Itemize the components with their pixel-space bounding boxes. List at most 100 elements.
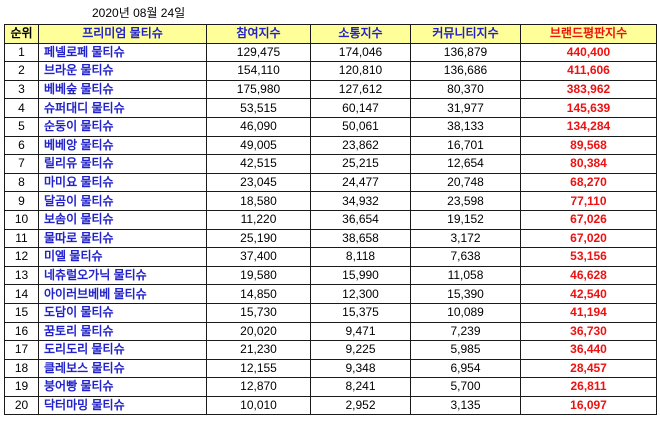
communication-cell: 15,375 [310,302,411,323]
brand-cell: 순둥이 물티슈 [38,116,207,137]
brand-cell: 마미요 물티슈 [38,172,207,193]
table-row: 8 마미요 물티슈 23,045 24,477 20,748 68,270 [4,172,657,193]
communication-cell: 8,118 [310,247,411,267]
communication-cell: 50,061 [310,116,411,137]
reputation-cell: 77,110 [520,191,657,211]
table-row: 1 페넬로페 물티슈 129,475 174,046 136,879 440,400 [4,42,657,63]
rank-cell: 20 [4,395,39,416]
communication-cell: 24,477 [310,172,411,193]
table-row: 11 물따로 물티슈 25,190 38,658 3,172 67,020 [4,228,657,249]
rank-cell: 13 [4,265,39,286]
participation-cell: 12,870 [206,377,311,397]
communication-cell: 9,348 [310,358,411,379]
table-row: 3 베베숲 물티슈 175,980 127,612 80,370 383,962 [4,79,657,100]
header-row: 순위 프리미엄 물티슈 참여지수 소통지수 커뮤니티지수 브랜드평판지수 [4,24,657,44]
participation-cell: 37,400 [206,247,311,267]
table-row: 18 클레보스 물티슈 12,155 9,348 6,954 28,457 [4,358,657,379]
community-cell: 20,748 [410,172,521,193]
rank-cell: 10 [4,209,39,230]
participation-cell: 46,090 [206,116,311,137]
reputation-cell: 41,194 [520,302,657,323]
rank-cell: 12 [4,247,39,267]
table-row: 19 붕어빵 물티슈 12,870 8,241 5,700 26,811 [4,377,657,397]
reputation-cell: 36,730 [520,321,657,342]
communication-cell: 120,810 [310,61,411,81]
table-row: 2 브라운 물티슈 154,110 120,810 136,686 411,606 [4,61,657,81]
reputation-cell: 145,639 [520,98,657,118]
participation-cell: 21,230 [206,340,311,360]
communication-cell: 36,654 [310,209,411,230]
participation-cell: 49,005 [206,135,311,156]
rank-cell: 4 [4,98,39,118]
brand-cell: 베베숲 물티슈 [38,79,207,100]
community-cell: 3,135 [410,395,521,416]
communication-cell: 2,952 [310,395,411,416]
rank-cell: 8 [4,172,39,193]
brand-cell: 물따로 물티슈 [38,228,207,249]
brand-cell: 도리도리 물티슈 [38,340,207,360]
participation-cell: 129,475 [206,42,311,63]
brand-cell: 닥터마밍 물티슈 [38,395,207,416]
communication-cell: 174,046 [310,42,411,63]
brand-cell: 페넬로페 물티슈 [38,42,207,63]
rank-cell: 9 [4,191,39,211]
reputation-cell: 53,156 [520,247,657,267]
community-cell: 23,598 [410,191,521,211]
reputation-cell: 26,811 [520,377,657,397]
community-cell: 136,879 [410,42,521,63]
table-row: 7 릴리유 물티슈 42,515 25,215 12,654 80,384 [4,154,657,174]
reputation-cell: 42,540 [520,284,657,304]
brand-cell: 베베앙 물티슈 [38,135,207,156]
participation-cell: 20,020 [206,321,311,342]
communication-cell: 15,990 [310,265,411,286]
reputation-cell: 411,606 [520,61,657,81]
table-row: 17 도리도리 물티슈 21,230 9,225 5,985 36,440 [4,340,657,360]
table-row: 10 보솜이 물티슈 11,220 36,654 19,152 67,026 [4,209,657,230]
community-cell: 16,701 [410,135,521,156]
table-row: 13 네츄럴오가닉 물티슈 19,580 15,990 11,058 46,628 [4,265,657,286]
column-header-brand: 프리미엄 물티슈 [38,24,207,44]
column-header-community: 커뮤니티지수 [410,24,521,44]
brand-ranking-table: 순위 프리미엄 물티슈 참여지수 소통지수 커뮤니티지수 브랜드평판지수 1 페넬… [4,24,657,416]
communication-cell: 9,471 [310,321,411,342]
brand-cell: 보솜이 물티슈 [38,209,207,230]
brand-cell: 도담이 물티슈 [38,302,207,323]
rank-cell: 16 [4,321,39,342]
community-cell: 3,172 [410,228,521,249]
communication-cell: 34,932 [310,191,411,211]
table-row: 5 순둥이 물티슈 46,090 50,061 38,133 134,284 [4,116,657,137]
brand-cell: 붕어빵 물티슈 [38,377,207,397]
communication-cell: 127,612 [310,79,411,100]
rank-cell: 3 [4,79,39,100]
table-body: 1 페넬로페 물티슈 129,475 174,046 136,879 440,400 2 브라… [4,42,657,416]
rank-cell: 1 [4,42,39,63]
community-cell: 12,654 [410,154,521,174]
participation-cell: 42,515 [206,154,311,174]
brand-cell: 네츄럴오가닉 물티슈 [38,265,207,286]
report-date: 2020년 08월 24일 [92,6,186,20]
rank-cell: 5 [4,116,39,137]
communication-cell: 12,300 [310,284,411,304]
reputation-cell: 46,628 [520,265,657,286]
reputation-cell: 67,026 [520,209,657,230]
brand-cell: 클레보스 물티슈 [38,358,207,379]
rank-cell: 2 [4,61,39,81]
communication-cell: 25,215 [310,154,411,174]
rank-cell: 19 [4,377,39,397]
community-cell: 19,152 [410,209,521,230]
brand-cell: 꿈토리 물티슈 [38,321,207,342]
reputation-cell: 80,384 [520,154,657,174]
community-cell: 15,390 [410,284,521,304]
participation-cell: 10,010 [206,395,311,416]
participation-cell: 19,580 [206,265,311,286]
communication-cell: 9,225 [310,340,411,360]
brand-cell: 슈퍼대디 물티슈 [38,98,207,118]
community-cell: 38,133 [410,116,521,137]
rank-cell: 17 [4,340,39,360]
community-cell: 6,954 [410,358,521,379]
brand-cell: 아이러브베베 물티슈 [38,284,207,304]
community-cell: 136,686 [410,61,521,81]
brand-cell: 릴리유 물티슈 [38,154,207,174]
communication-cell: 23,862 [310,135,411,156]
column-header-participation: 참여지수 [206,24,311,44]
